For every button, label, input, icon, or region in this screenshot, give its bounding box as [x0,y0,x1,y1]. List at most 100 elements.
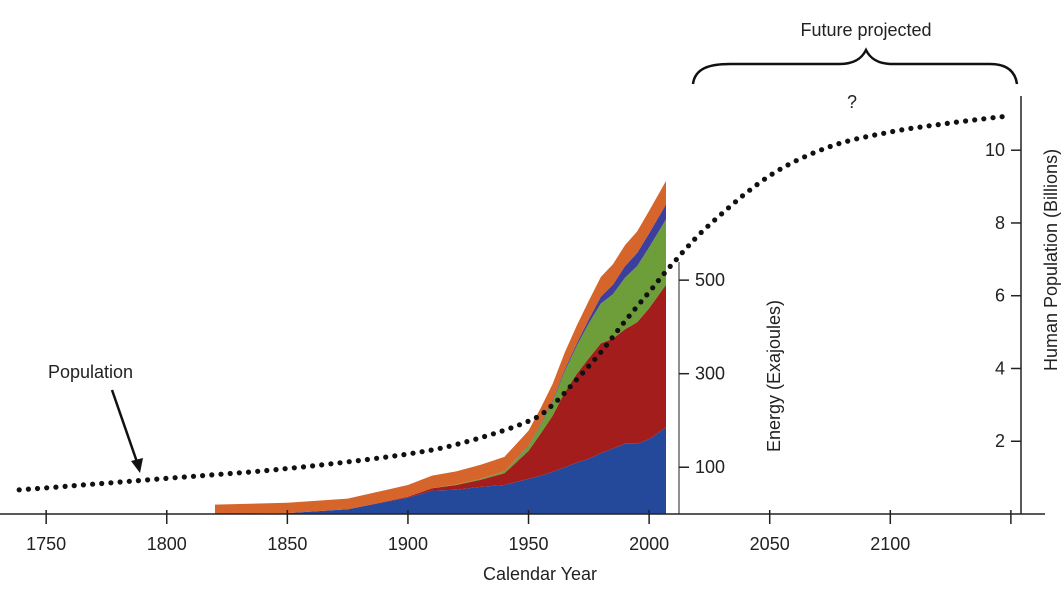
population-point [300,464,307,470]
population-point [819,147,825,153]
population-tick-label: 8 [995,213,1005,233]
population-dotted-line [16,114,1005,493]
population-point [355,458,361,464]
population-point [255,468,261,474]
population-point [190,473,197,479]
population-point [777,166,783,172]
population-point [401,452,407,458]
population-point [655,278,662,284]
energy-stack [215,181,666,514]
population-point [953,119,960,125]
population-point [845,138,851,144]
population-arrow-head [131,458,143,473]
population-point [609,335,615,341]
population-point [661,270,667,277]
population-point [667,263,673,269]
question-mark-annotation: ? [847,92,857,112]
future-projected-brace [691,47,1019,85]
population-point [446,443,452,449]
population-point [555,397,561,403]
population-point [872,132,878,138]
population-point [785,162,791,168]
population-point [383,454,389,460]
population-point [586,363,592,369]
x-tick-label: 2100 [870,534,910,554]
population-point [99,480,105,487]
population-point [644,292,650,298]
population-point [908,125,914,131]
population-point [827,143,833,150]
population-point [548,403,554,409]
population-point [218,471,224,477]
x-tick-label: 1800 [147,534,187,554]
population-point [154,476,160,482]
population-point [944,120,950,126]
population-point [117,479,123,485]
population-point [172,475,178,481]
population-point [567,384,573,390]
x-tick-label: 1950 [509,534,549,554]
population-point [264,467,270,474]
population-point [16,487,22,493]
population-point [455,441,461,447]
population-point [725,205,732,211]
population-point [580,370,586,376]
x-tick-label: 2000 [629,534,669,554]
population-point [626,313,632,319]
energy-axis-title: Energy (Exajoules) [764,300,784,452]
population-point [80,482,86,488]
population-point [490,431,496,437]
population-point [209,472,215,478]
population-point [71,483,77,489]
population-point [126,478,132,484]
population-point [200,473,206,479]
x-tick-label: 2050 [750,534,790,554]
population-point [227,470,233,477]
population-point [972,117,978,123]
population-point [163,475,169,481]
population-point [364,456,370,463]
population-point [705,223,711,229]
population-point [603,342,610,348]
population-point [836,141,842,147]
population-point [516,422,523,428]
x-tick-label: 1900 [388,534,428,554]
population-point [319,462,325,468]
x-tick-label: 1750 [26,534,66,554]
population-point [464,439,470,445]
population-point [525,418,531,424]
population-point [863,134,869,140]
population-point [437,445,443,451]
population-point [482,433,488,440]
population-point [990,115,996,121]
energy-area-gas [215,219,666,514]
population-point [638,299,644,305]
population-point [236,470,242,476]
population-point [679,250,685,256]
population-point [810,150,816,156]
population-tick-label: 6 [995,286,1005,306]
population-point [592,356,598,362]
population-point [346,459,352,465]
population-point [53,484,59,490]
population-point [719,211,725,217]
population-point [90,481,96,487]
population-point [632,306,638,312]
population-axis-title: Human Population (Billions) [1041,149,1061,371]
population-point [802,154,808,160]
population-point [747,187,753,193]
population-point [899,127,905,133]
population-point [561,390,567,397]
population-axis-ticks: 2 4 6 8 10 [985,140,1021,451]
population-point [282,466,288,472]
population-point [499,428,505,434]
population-point [615,327,621,334]
population-point [890,128,896,135]
population-point [473,436,479,442]
energy-tick-label: 300 [695,364,725,384]
population-point [419,449,425,455]
population-point [533,414,540,421]
population-point [374,455,380,461]
energy-tick-label: 500 [695,270,725,290]
